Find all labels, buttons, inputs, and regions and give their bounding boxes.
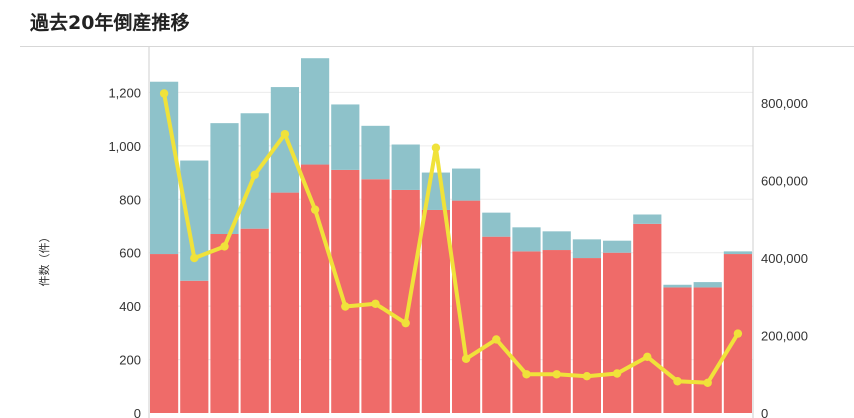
y-tick-label: 800 <box>119 192 141 207</box>
bar-segment-upper <box>331 104 360 170</box>
line-series <box>162 93 740 385</box>
bar-segment-lower <box>572 258 601 413</box>
bar-segment-upper <box>391 144 420 190</box>
y-tick-label: 0 <box>134 406 141 418</box>
y2-tick-label: 0 <box>761 406 768 418</box>
line-point <box>341 302 350 311</box>
line-point <box>371 299 380 308</box>
line-point <box>643 352 652 362</box>
y2-tick-label: 400,000 <box>761 251 808 266</box>
line-point <box>310 205 320 214</box>
line-point <box>220 242 229 251</box>
bar-segment-lower <box>240 228 269 413</box>
bar-segment-upper <box>603 240 632 253</box>
y-tick-label: 1,000 <box>108 139 141 154</box>
y2-tick-label: 800,000 <box>761 96 808 111</box>
line-point <box>703 378 712 387</box>
bar-segment-lower <box>452 200 481 413</box>
bar-segment-upper <box>361 125 390 180</box>
y2-tick-label: 200,000 <box>761 329 808 344</box>
title-divider <box>20 46 854 47</box>
y-tick-label: 1,200 <box>108 85 141 100</box>
bar-segment-lower <box>391 189 420 413</box>
bar-segment-lower <box>663 287 692 413</box>
bar-segment-lower <box>210 234 239 413</box>
bar-segment-lower <box>180 280 209 413</box>
y-tick-label: 200 <box>119 353 141 368</box>
bar-segment-upper <box>452 168 481 201</box>
bar-segment-upper <box>693 282 722 288</box>
bar-segment-upper <box>150 81 179 255</box>
y-tick-label: 400 <box>119 299 141 314</box>
bar-segment-lower <box>361 179 390 413</box>
bar-segment-upper <box>723 251 752 255</box>
bar-segment-upper <box>572 239 601 259</box>
bar-segment-lower <box>331 169 360 413</box>
line-point <box>159 89 169 98</box>
bar-segment-lower <box>301 164 330 413</box>
bar-segment-lower <box>693 287 722 413</box>
bar-segment-upper <box>542 231 571 251</box>
bar-segment-lower <box>633 223 662 413</box>
line-point <box>673 377 682 386</box>
bar-segment-lower <box>512 251 541 413</box>
y-tick-label: 600 <box>119 246 141 261</box>
line-point <box>552 370 561 379</box>
bar-segment-upper <box>512 227 541 252</box>
bar-segment-upper <box>301 58 330 165</box>
line-point <box>522 370 531 379</box>
line-point <box>401 318 410 328</box>
line-point <box>431 143 441 152</box>
bar-segment-upper <box>663 284 692 288</box>
y-axis-label: 件数（件） <box>38 232 51 287</box>
bar-segment-lower <box>421 209 450 413</box>
line-point <box>582 372 592 381</box>
line-point <box>733 329 743 338</box>
line-point <box>461 354 471 363</box>
bar-segment-upper <box>270 87 299 193</box>
line-point <box>612 369 622 378</box>
line-point <box>492 335 501 344</box>
bar-segment-upper <box>210 123 239 235</box>
bar-segment-upper <box>180 160 209 281</box>
bar-segment-lower <box>150 254 179 413</box>
bar-segment-lower <box>482 236 511 413</box>
line-point <box>250 170 259 180</box>
bar-segment-upper <box>633 214 662 224</box>
bar-segment-lower <box>270 192 299 413</box>
line-point <box>280 129 290 139</box>
y2-tick-label: 600,000 <box>761 174 808 189</box>
bar-segment-lower <box>603 252 632 413</box>
bar-segment-lower <box>542 250 571 413</box>
line-point <box>190 253 199 263</box>
bar-segment-upper <box>482 212 511 237</box>
chart-title: 過去20年倒産推移 <box>30 12 190 34</box>
